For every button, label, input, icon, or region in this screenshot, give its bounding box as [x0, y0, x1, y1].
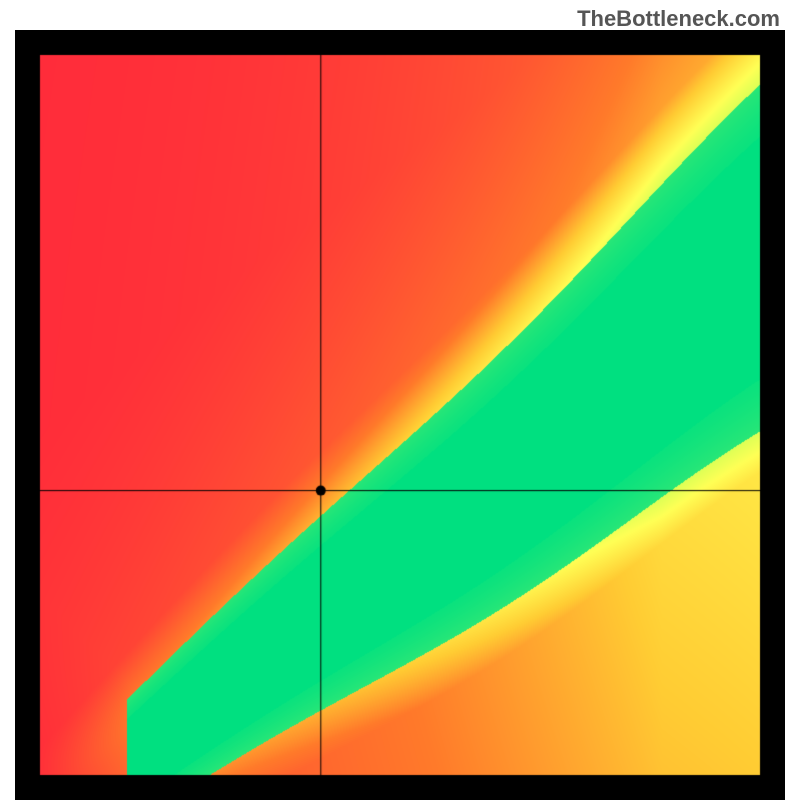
watermark-text: TheBottleneck.com — [577, 6, 780, 32]
bottleneck-heatmap-canvas — [15, 30, 785, 800]
bottleneck-heatmap-frame — [15, 30, 785, 800]
